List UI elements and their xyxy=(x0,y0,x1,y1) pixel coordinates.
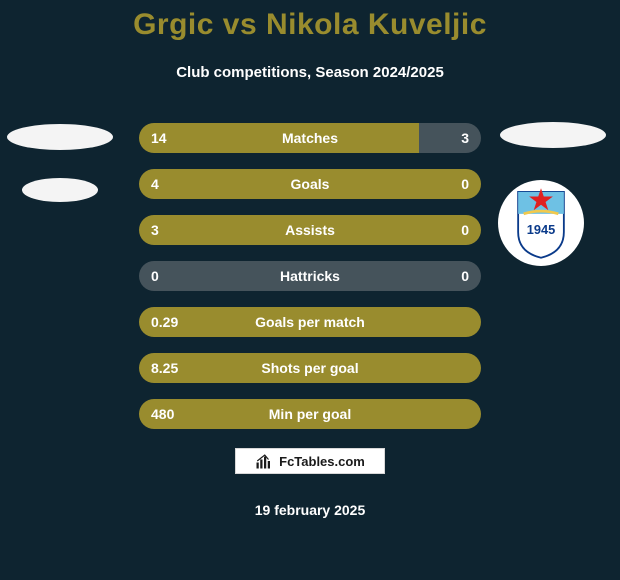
spartak-logo-icon: 1945 xyxy=(509,186,573,260)
player-badge-placeholder xyxy=(500,122,606,148)
stat-row: Matches143 xyxy=(139,123,481,153)
stat-bar-left xyxy=(139,169,481,199)
stat-bar-left xyxy=(139,215,481,245)
chart-icon xyxy=(255,452,273,470)
date-stamp: 19 february 2025 xyxy=(0,502,620,518)
player-badge-placeholder xyxy=(7,124,113,150)
stat-bar-right xyxy=(419,123,481,153)
stat-bar-left xyxy=(139,353,481,383)
stat-row: Assists30 xyxy=(139,215,481,245)
fctables-watermark: FcTables.com xyxy=(235,448,385,474)
stat-row: Goals40 xyxy=(139,169,481,199)
stat-row: Hattricks00 xyxy=(139,261,481,291)
stat-bar-left xyxy=(139,399,481,429)
comparison-canvas: Grgic vs Nikola Kuveljic Club competitio… xyxy=(0,0,620,580)
stat-bar-left xyxy=(139,123,419,153)
page-title: Grgic vs Nikola Kuveljic xyxy=(0,8,620,42)
stat-row: Min per goal480 xyxy=(139,399,481,429)
stat-row: Goals per match0.29 xyxy=(139,307,481,337)
player-badge-placeholder xyxy=(22,178,98,202)
svg-text:1945: 1945 xyxy=(527,222,555,237)
club-badge-spartak: 1945 xyxy=(498,180,584,266)
watermark-text: FcTables.com xyxy=(279,454,365,469)
page-subtitle: Club competitions, Season 2024/2025 xyxy=(0,64,620,81)
stat-bar-left xyxy=(139,307,481,337)
stat-bar-left xyxy=(139,261,481,291)
stat-row: Shots per goal8.25 xyxy=(139,353,481,383)
